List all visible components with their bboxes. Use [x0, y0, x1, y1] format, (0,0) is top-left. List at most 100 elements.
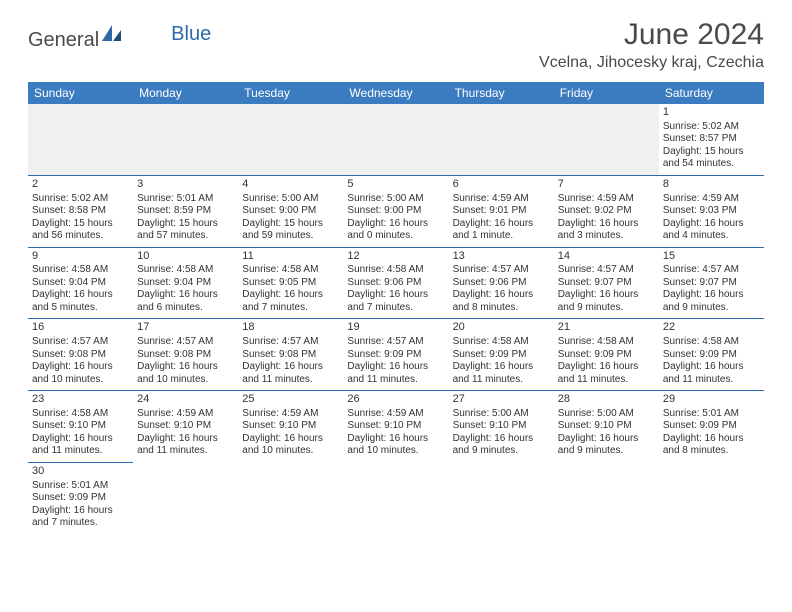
daylight-line: Daylight: 16 hours and 11 minutes. — [242, 361, 339, 386]
col-friday: Friday — [554, 82, 659, 104]
sunset-line: Sunset: 8:59 PM — [137, 205, 234, 218]
day-number: 25 — [242, 393, 339, 407]
sunrise-line: Sunrise: 4:57 AM — [32, 336, 129, 349]
daylight-line: Daylight: 16 hours and 7 minutes. — [242, 289, 339, 314]
calendar-row: 16Sunrise: 4:57 AMSunset: 9:08 PMDayligh… — [28, 319, 764, 391]
calendar-row: 2Sunrise: 5:02 AMSunset: 8:58 PMDaylight… — [28, 175, 764, 247]
sunrise-line: Sunrise: 4:59 AM — [242, 408, 339, 421]
sunset-line: Sunset: 9:10 PM — [137, 420, 234, 433]
sunset-line: Sunset: 8:58 PM — [32, 205, 129, 218]
daylight-line: Daylight: 16 hours and 10 minutes. — [242, 433, 339, 458]
daylight-line: Daylight: 16 hours and 1 minute. — [453, 218, 550, 243]
sunset-line: Sunset: 9:00 PM — [347, 205, 444, 218]
calendar-cell: 20Sunrise: 4:58 AMSunset: 9:09 PMDayligh… — [449, 319, 554, 391]
day-number: 26 — [347, 393, 444, 407]
day-number: 24 — [137, 393, 234, 407]
sunset-line: Sunset: 9:08 PM — [137, 349, 234, 362]
day-number: 13 — [453, 250, 550, 264]
location-text: Vcelna, Jihocesky kraj, Czechia — [539, 54, 764, 72]
day-number: 12 — [347, 250, 444, 264]
calendar-cell: 23Sunrise: 4:58 AMSunset: 9:10 PMDayligh… — [28, 391, 133, 463]
calendar-row: 9Sunrise: 4:58 AMSunset: 9:04 PMDaylight… — [28, 247, 764, 319]
daylight-line: Daylight: 16 hours and 0 minutes. — [347, 218, 444, 243]
sunrise-line: Sunrise: 5:00 AM — [242, 193, 339, 206]
sunrise-line: Sunrise: 5:02 AM — [32, 193, 129, 206]
calendar-cell: 9Sunrise: 4:58 AMSunset: 9:04 PMDaylight… — [28, 247, 133, 319]
day-number: 18 — [242, 321, 339, 335]
sunset-line: Sunset: 9:09 PM — [347, 349, 444, 362]
day-number: 21 — [558, 321, 655, 335]
sunset-line: Sunset: 9:09 PM — [32, 492, 129, 505]
calendar-cell: 18Sunrise: 4:57 AMSunset: 9:08 PMDayligh… — [238, 319, 343, 391]
sunset-line: Sunset: 9:06 PM — [347, 277, 444, 290]
daylight-line: Daylight: 16 hours and 10 minutes. — [32, 361, 129, 386]
day-number: 9 — [32, 250, 129, 264]
daylight-line: Daylight: 16 hours and 11 minutes. — [558, 361, 655, 386]
logo-text-general: General — [28, 29, 99, 52]
day-number: 29 — [663, 393, 760, 407]
calendar-cell — [449, 104, 554, 175]
day-number: 19 — [347, 321, 444, 335]
sunrise-line: Sunrise: 4:59 AM — [558, 193, 655, 206]
sunset-line: Sunset: 9:07 PM — [663, 277, 760, 290]
sunset-line: Sunset: 9:10 PM — [453, 420, 550, 433]
sunrise-line: Sunrise: 5:01 AM — [32, 480, 129, 493]
sunrise-line: Sunrise: 4:57 AM — [663, 264, 760, 277]
sunrise-line: Sunrise: 4:59 AM — [453, 193, 550, 206]
calendar-cell: 5Sunrise: 5:00 AMSunset: 9:00 PMDaylight… — [343, 175, 448, 247]
logo-text-blue: Blue — [171, 23, 211, 46]
day-number: 14 — [558, 250, 655, 264]
calendar-table: Sunday Monday Tuesday Wednesday Thursday… — [28, 82, 764, 534]
calendar-cell — [238, 104, 343, 175]
day-number: 8 — [663, 178, 760, 192]
col-wednesday: Wednesday — [343, 82, 448, 104]
calendar-cell: 22Sunrise: 4:58 AMSunset: 9:09 PMDayligh… — [659, 319, 764, 391]
daylight-line: Daylight: 16 hours and 7 minutes. — [347, 289, 444, 314]
sunset-line: Sunset: 9:09 PM — [558, 349, 655, 362]
calendar-cell — [343, 104, 448, 175]
daylight-line: Daylight: 16 hours and 9 minutes. — [558, 289, 655, 314]
sunset-line: Sunset: 9:06 PM — [453, 277, 550, 290]
calendar-body: 1Sunrise: 5:02 AMSunset: 8:57 PMDaylight… — [28, 104, 764, 534]
calendar-cell: 4Sunrise: 5:00 AMSunset: 9:00 PMDaylight… — [238, 175, 343, 247]
day-number: 28 — [558, 393, 655, 407]
daylight-line: Daylight: 16 hours and 11 minutes. — [453, 361, 550, 386]
daylight-line: Daylight: 16 hours and 6 minutes. — [137, 289, 234, 314]
title-block: June 2024 Vcelna, Jihocesky kraj, Czechi… — [539, 18, 764, 72]
sunset-line: Sunset: 9:09 PM — [663, 349, 760, 362]
logo: General Blue — [28, 24, 211, 56]
day-number: 1 — [663, 106, 760, 120]
calendar-cell — [133, 462, 238, 533]
sunset-line: Sunset: 9:01 PM — [453, 205, 550, 218]
calendar-cell: 1Sunrise: 5:02 AMSunset: 8:57 PMDaylight… — [659, 104, 764, 175]
sunrise-line: Sunrise: 4:59 AM — [137, 408, 234, 421]
sunrise-line: Sunrise: 4:58 AM — [558, 336, 655, 349]
day-number: 30 — [32, 465, 129, 479]
daylight-line: Daylight: 16 hours and 11 minutes. — [663, 361, 760, 386]
sunset-line: Sunset: 9:04 PM — [137, 277, 234, 290]
calendar-cell: 11Sunrise: 4:58 AMSunset: 9:05 PMDayligh… — [238, 247, 343, 319]
sunset-line: Sunset: 9:05 PM — [242, 277, 339, 290]
sunrise-line: Sunrise: 4:59 AM — [347, 408, 444, 421]
day-number: 17 — [137, 321, 234, 335]
sunrise-line: Sunrise: 5:00 AM — [347, 193, 444, 206]
day-number: 5 — [347, 178, 444, 192]
calendar-cell — [238, 462, 343, 533]
calendar-cell: 16Sunrise: 4:57 AMSunset: 9:08 PMDayligh… — [28, 319, 133, 391]
sunset-line: Sunset: 9:07 PM — [558, 277, 655, 290]
calendar-cell — [659, 462, 764, 533]
daylight-line: Daylight: 16 hours and 10 minutes. — [137, 361, 234, 386]
sunset-line: Sunset: 9:00 PM — [242, 205, 339, 218]
day-number: 10 — [137, 250, 234, 264]
sunrise-line: Sunrise: 5:01 AM — [663, 408, 760, 421]
calendar-cell — [133, 104, 238, 175]
calendar-header-row: Sunday Monday Tuesday Wednesday Thursday… — [28, 82, 764, 104]
logo-sail-icon — [101, 24, 123, 48]
sunrise-line: Sunrise: 4:58 AM — [32, 264, 129, 277]
col-sunday: Sunday — [28, 82, 133, 104]
day-number: 3 — [137, 178, 234, 192]
sunset-line: Sunset: 9:09 PM — [453, 349, 550, 362]
sunrise-line: Sunrise: 4:59 AM — [663, 193, 760, 206]
calendar-cell: 13Sunrise: 4:57 AMSunset: 9:06 PMDayligh… — [449, 247, 554, 319]
daylight-line: Daylight: 15 hours and 59 minutes. — [242, 218, 339, 243]
